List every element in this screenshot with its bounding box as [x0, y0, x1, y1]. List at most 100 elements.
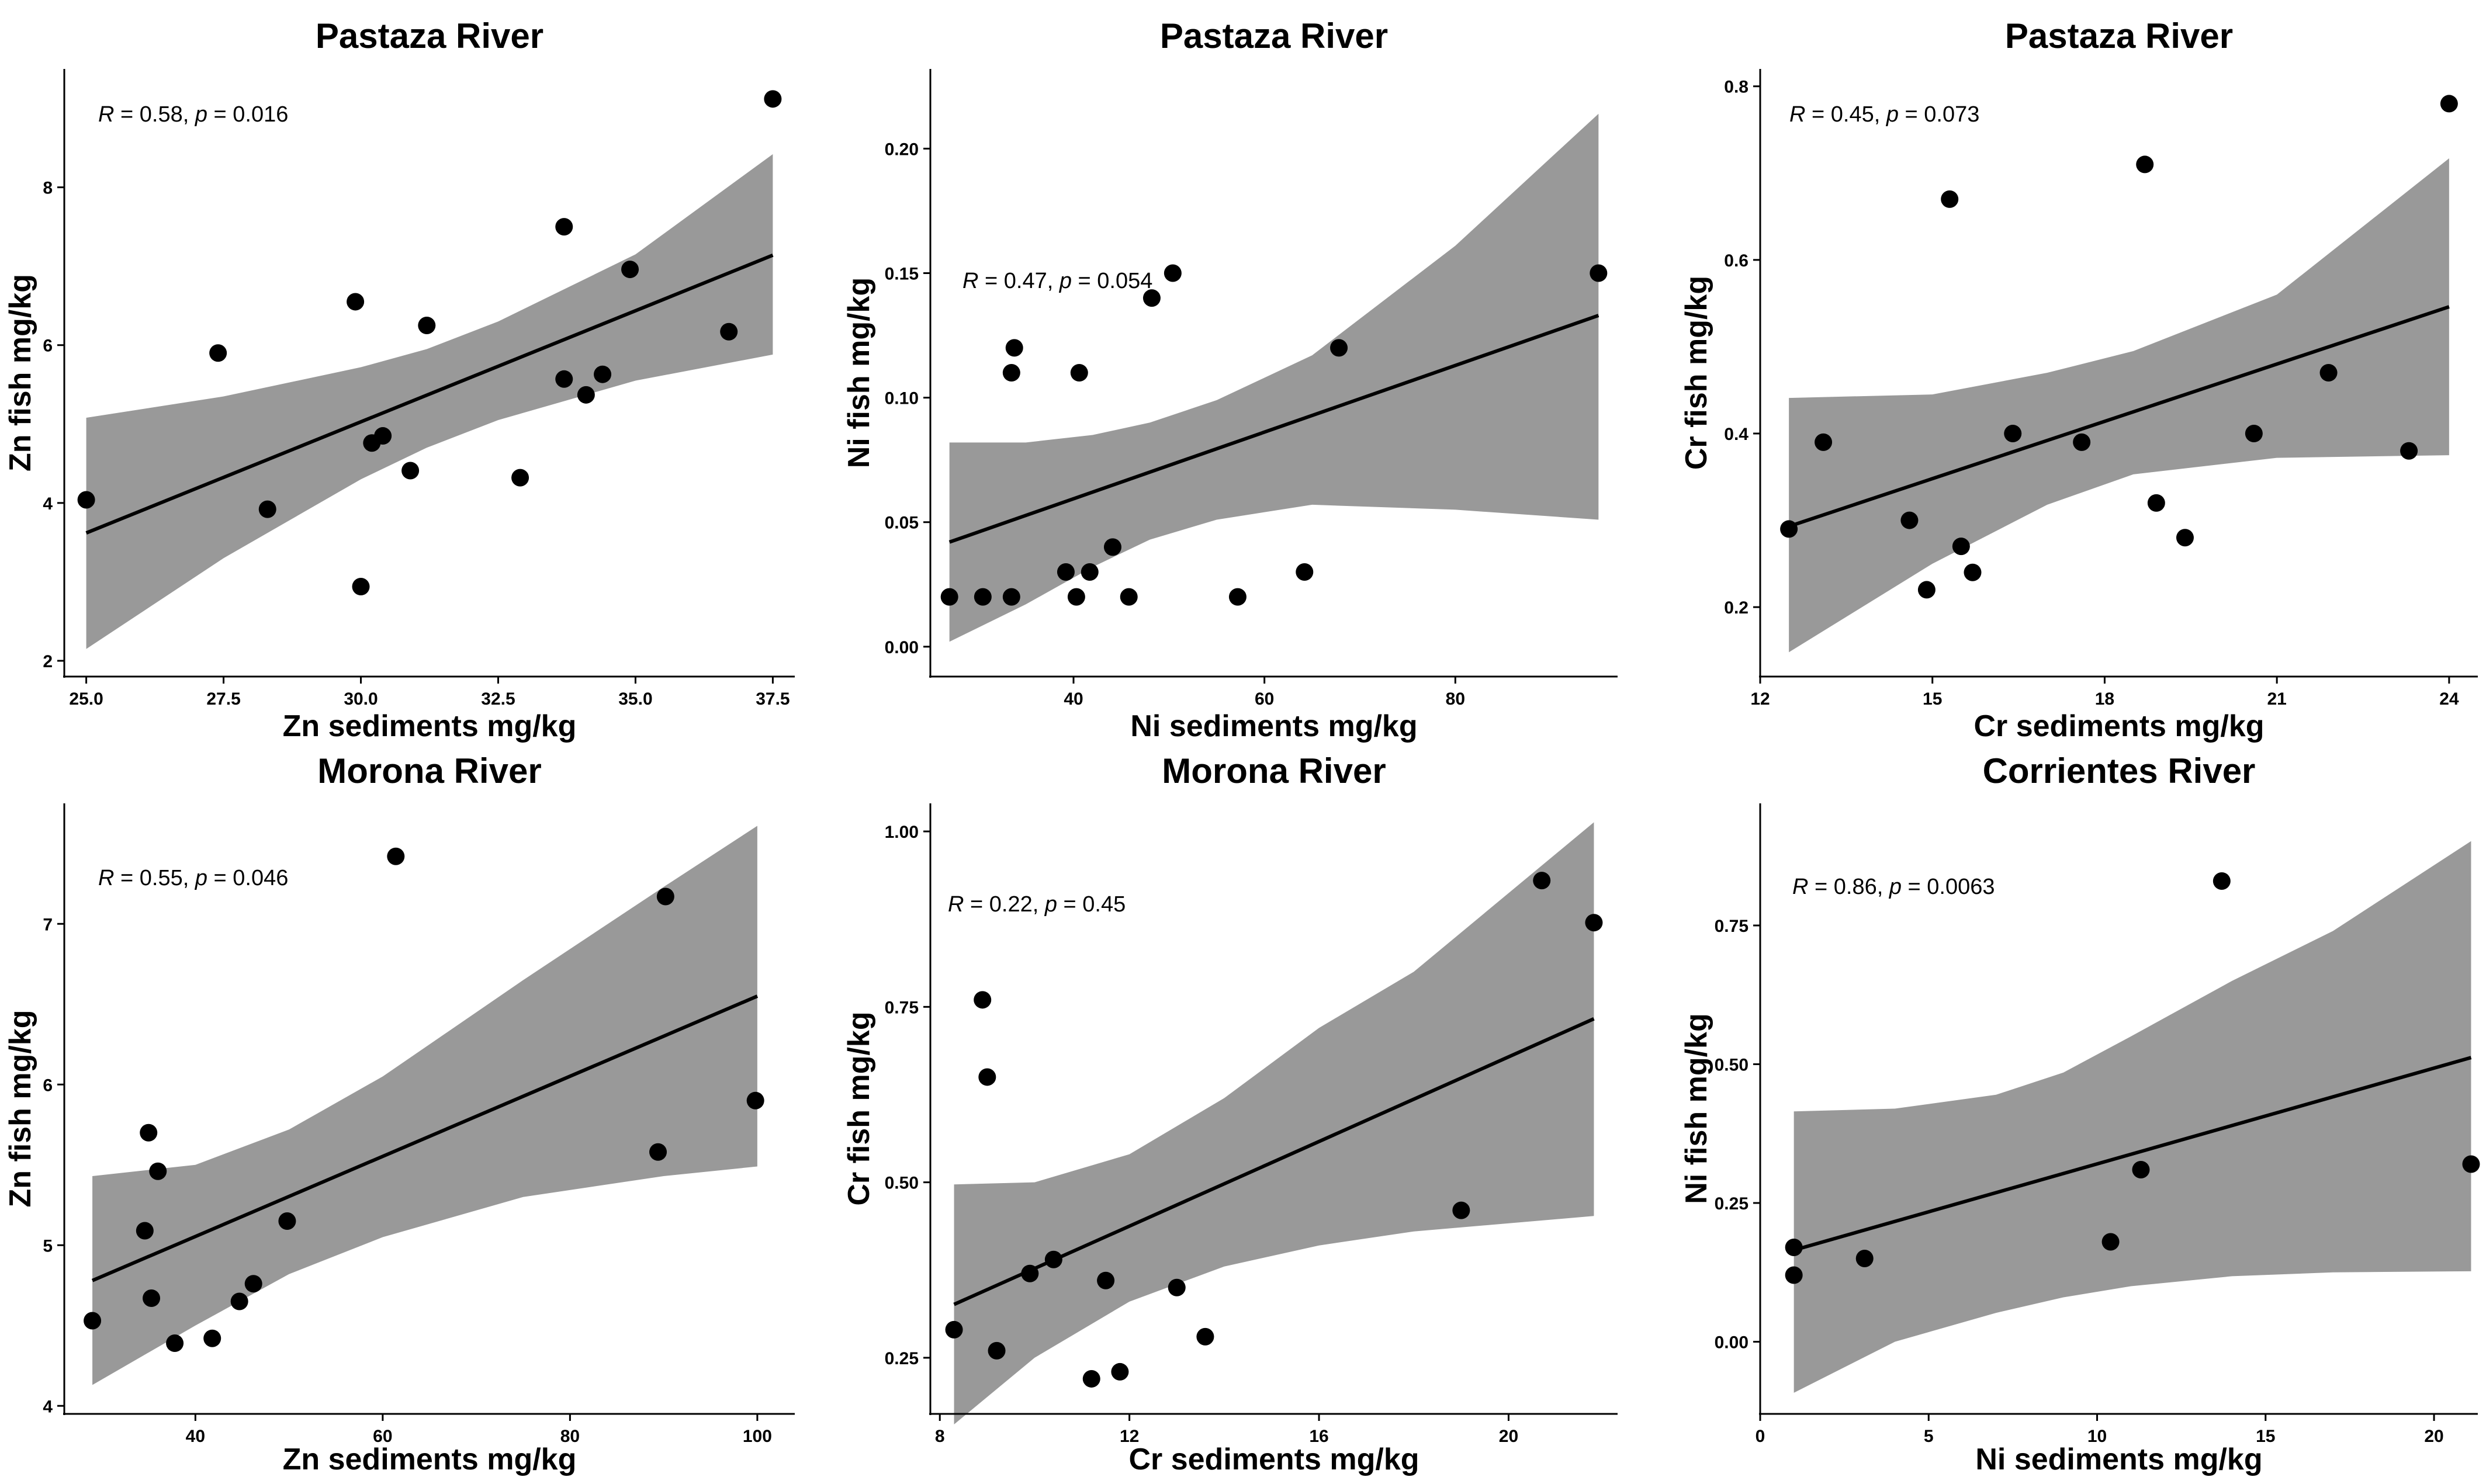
y-tick-label: 0.50 [885, 1174, 919, 1193]
data-point [1785, 1266, 1803, 1284]
correlation-annotation: R = 0.86, p = 0.0063 [1792, 875, 1995, 899]
panel-title: Corrientes River [1983, 751, 2256, 790]
panel-title: Pastaza River [1160, 16, 1388, 56]
x-tick-label: 37.5 [756, 689, 790, 709]
data-point [1941, 190, 1959, 208]
data-point [988, 1341, 1006, 1360]
x-tick-label: 60 [373, 1427, 392, 1446]
y-tick-label: 0.2 [1724, 598, 1748, 618]
confidence-band [949, 113, 1599, 642]
data-point [1005, 339, 1023, 357]
x-axis-label: Zn sediments mg/kg [283, 709, 577, 743]
data-point [1900, 511, 1919, 529]
data-point [720, 323, 738, 341]
panel-2: 40 60 80 0.00 0.05 0.10 0.15 0.20 Pastaza River N… [842, 16, 1618, 743]
panel-5: 8 12 16 20 0.25 0.50 0.75 1.00 Morona River Cr se… [842, 751, 1618, 1476]
y-tick-label: 0.8 [1724, 78, 1748, 97]
data-point [149, 1162, 167, 1180]
x-tick-label: 18 [2095, 689, 2114, 709]
confidence-band [92, 826, 757, 1385]
y-tick-label: 0.05 [885, 514, 919, 533]
panel-4: 40 60 80 100 4 5 6 7 Morona River Zn sediments mg… [4, 751, 795, 1476]
x-tick-label: 40 [1064, 689, 1083, 709]
x-tick-label: 35.0 [618, 689, 652, 709]
data-point [1815, 433, 1833, 451]
data-point [203, 1329, 221, 1347]
y-axis-label: Ni fish mg/kg [1680, 1013, 1713, 1204]
data-point [418, 316, 436, 334]
data-point [2440, 95, 2458, 113]
panel-3: 12 15 18 21 24 0.2 0.4 0.6 0.8 Pastaza River Cr se… [1680, 16, 2478, 743]
data-point [1590, 264, 1608, 282]
y-tick-label: 0.15 [885, 265, 919, 284]
y-tick-label: 6 [43, 337, 53, 356]
data-point [401, 462, 420, 480]
data-point [978, 1068, 996, 1086]
regression-line [1793, 1056, 2472, 1252]
x-tick-label: 80 [1446, 689, 1465, 709]
data-point [555, 218, 573, 236]
data-point [555, 370, 573, 388]
data-point [140, 1124, 158, 1142]
x-tick-label: 80 [560, 1427, 580, 1446]
data-point [258, 500, 276, 518]
data-point [1780, 520, 1798, 538]
data-point [2213, 872, 2231, 890]
x-tick-label: 0 [1756, 1427, 1765, 1446]
confidence-band [1793, 841, 2471, 1393]
confidence-band [1789, 158, 2449, 653]
y-axis-label: Cr fish mg/kg [1680, 276, 1713, 470]
x-tick-label: 32.5 [481, 689, 515, 709]
y-axis-label: Ni fish mg/kg [842, 278, 876, 468]
y-tick-label: 5 [43, 1236, 53, 1256]
data-point [1228, 588, 1247, 606]
data-point [1917, 581, 1936, 599]
x-axis-label: Ni sediments mg/kg [1130, 709, 1417, 743]
data-point [347, 293, 365, 311]
y-tick-label: 0.50 [1715, 1056, 1748, 1075]
correlation-annotation: R = 0.47, p = 0.054 [962, 269, 1152, 293]
y-tick-label: 4 [43, 494, 53, 514]
y-tick-label: 8 [43, 179, 53, 198]
x-tick-label: 15 [2256, 1427, 2275, 1446]
data-point [1330, 339, 1348, 357]
data-point [374, 427, 392, 445]
x-tick-label: 10 [2087, 1427, 2107, 1446]
data-point [244, 1275, 262, 1293]
data-point [2136, 155, 2154, 174]
y-axis-label: Cr fish mg/kg [842, 1011, 876, 1205]
data-point [1103, 538, 1121, 556]
x-tick-label: 20 [1499, 1427, 1518, 1446]
panel-title: Pastaza River [2005, 16, 2233, 56]
data-point [511, 469, 529, 487]
data-point [2400, 442, 2418, 460]
data-point [387, 847, 405, 865]
data-point [2132, 1161, 2150, 1178]
data-point [1452, 1201, 1470, 1219]
y-tick-label: 0.6 [1724, 251, 1748, 271]
y-tick-label: 1.00 [885, 823, 919, 842]
data-point [1002, 364, 1020, 382]
data-point [2176, 529, 2194, 547]
y-tick-label: 0.75 [1715, 917, 1748, 936]
data-point [352, 578, 370, 596]
data-point [1585, 914, 1603, 932]
y-tick-label: 0.75 [885, 998, 919, 1017]
data-point [594, 365, 612, 383]
data-point [2101, 1233, 2120, 1251]
x-tick-label: 21 [2267, 689, 2286, 709]
data-point [2462, 1155, 2480, 1173]
x-tick-label: 24 [2439, 689, 2459, 709]
data-point [77, 491, 95, 509]
x-tick-label: 25.0 [69, 689, 103, 709]
regression-line [948, 314, 1599, 544]
x-tick-label: 8 [935, 1427, 945, 1446]
y-tick-label: 2 [43, 652, 53, 671]
data-point [649, 1143, 667, 1161]
data-point [764, 90, 782, 108]
y-tick-label: 0.25 [1715, 1194, 1748, 1213]
data-point [2147, 494, 2165, 512]
x-axis-label: Zn sediments mg/kg [283, 1443, 577, 1476]
data-point [656, 887, 674, 906]
